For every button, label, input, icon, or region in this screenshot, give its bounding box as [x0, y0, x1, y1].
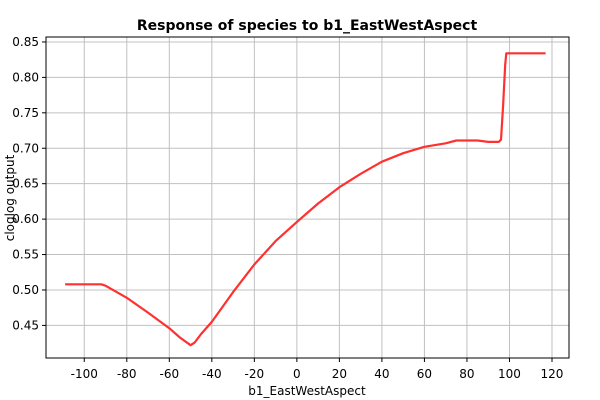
x-tick-label: 80 [459, 367, 474, 381]
y-tick-label: 0.55 [12, 248, 39, 262]
y-tick-label: 0.85 [12, 35, 39, 49]
x-tick-label: -80 [117, 367, 137, 381]
x-tick-label: -20 [245, 367, 265, 381]
x-tick-label: -100 [71, 367, 98, 381]
x-tick-label: -60 [160, 367, 180, 381]
series-line [65, 53, 545, 345]
y-axis-label: cloglog output [3, 154, 17, 241]
y-tick-label: 0.50 [12, 283, 39, 297]
y-tick-label: 0.75 [12, 106, 39, 120]
x-tick-label: 20 [332, 367, 347, 381]
x-tick-label: 40 [374, 367, 389, 381]
plot-frame [46, 37, 569, 358]
x-tick-label: -40 [202, 367, 222, 381]
chart-title: Response of species to b1_EastWestAspect [137, 18, 478, 34]
x-tick-label: 100 [498, 367, 521, 381]
x-tick-label: 60 [417, 367, 432, 381]
y-tick-label: 0.45 [12, 318, 39, 332]
grid-lines [46, 37, 569, 358]
x-tick-label: 120 [541, 367, 564, 381]
x-axis-label: b1_EastWestAspect [248, 384, 366, 398]
x-tick-labels: -100 -80 -60 -40 -20 0 20 40 60 80 100 120 [71, 367, 564, 381]
x-tick-label: 0 [293, 367, 301, 381]
y-tick-label: 0.70 [12, 141, 39, 155]
y-tick-label: 0.80 [12, 70, 39, 84]
